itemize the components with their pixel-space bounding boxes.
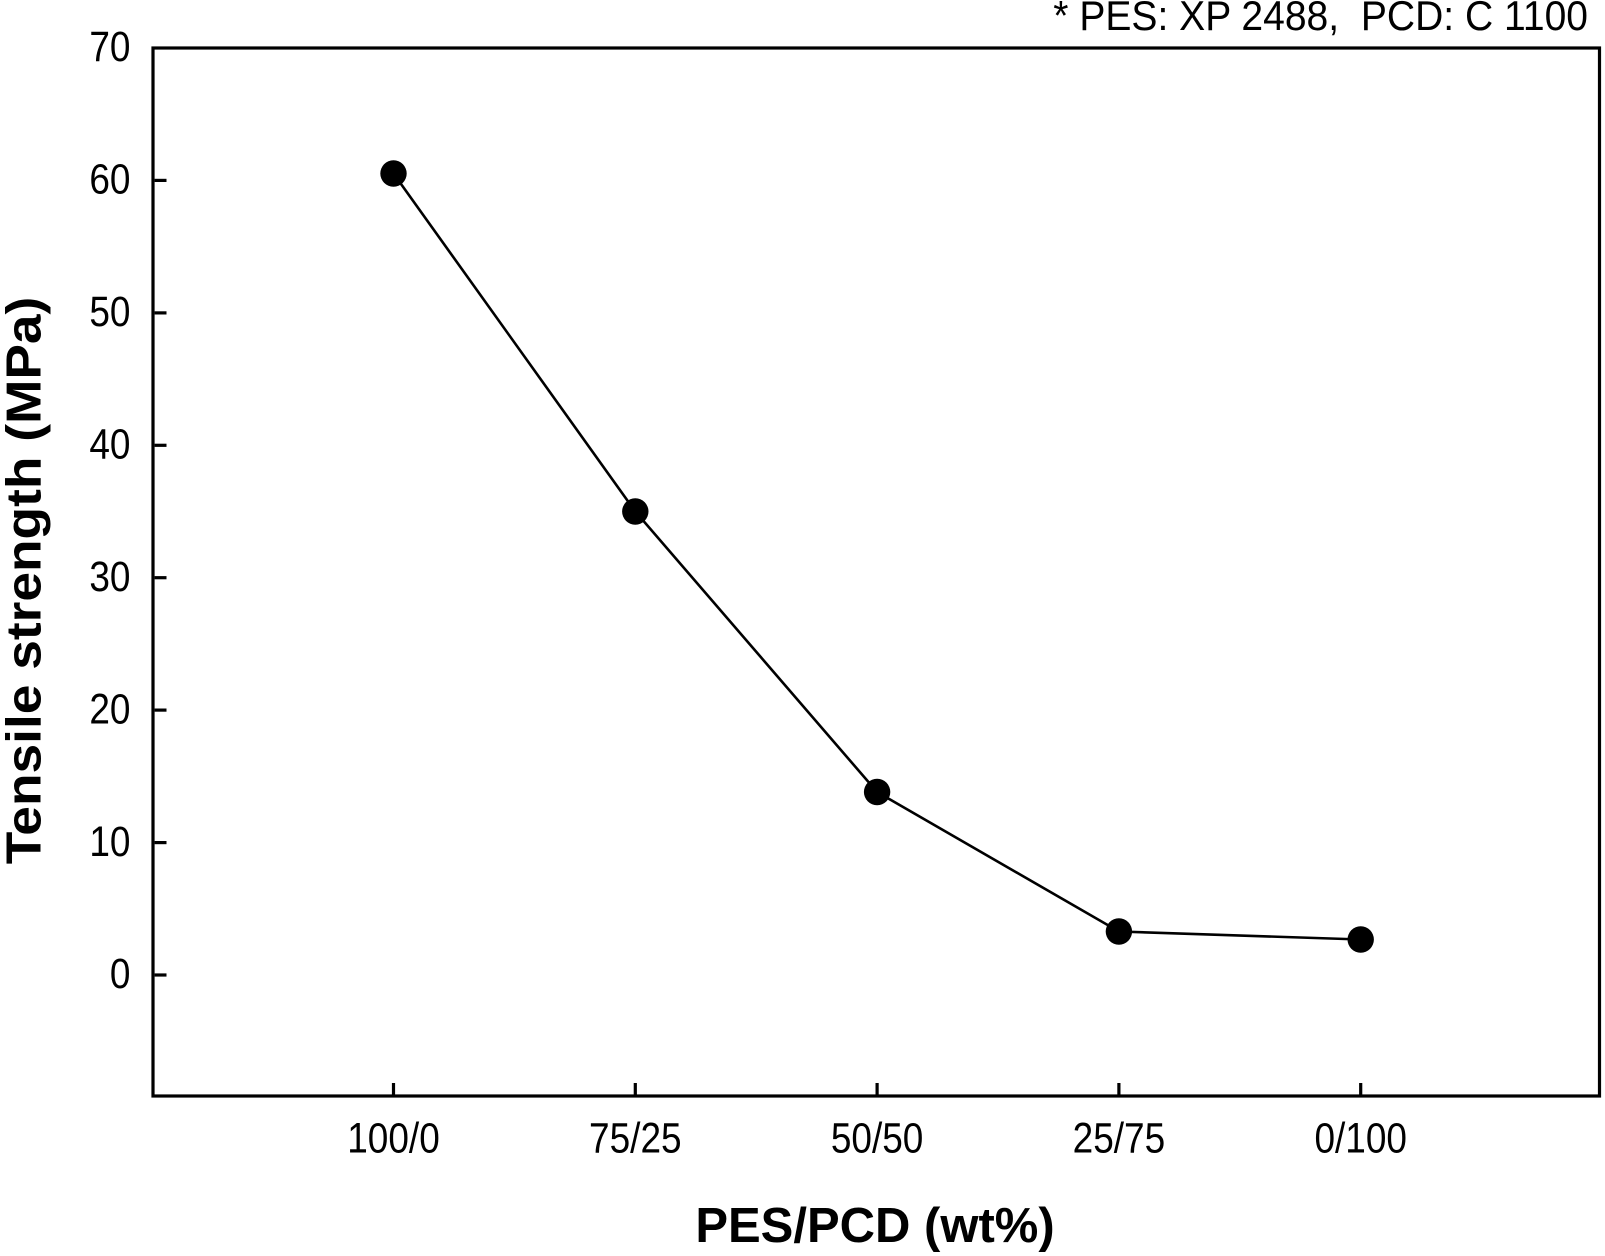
svg-text:Tensile strength (MPa): Tensile strength (MPa) bbox=[0, 297, 51, 865]
svg-text:75/25: 75/25 bbox=[589, 1115, 682, 1162]
svg-text:70: 70 bbox=[89, 24, 130, 71]
svg-text:25/75: 25/75 bbox=[1073, 1115, 1166, 1162]
svg-text:0: 0 bbox=[110, 951, 131, 998]
svg-text:20: 20 bbox=[89, 686, 130, 733]
svg-text:30: 30 bbox=[89, 554, 130, 601]
svg-text:* PES: XP 2488, PCD: C 1100: * PES: XP 2488, PCD: C 1100 bbox=[1053, 0, 1588, 39]
svg-text:40: 40 bbox=[89, 421, 130, 468]
svg-text:60: 60 bbox=[89, 156, 130, 203]
svg-text:10: 10 bbox=[89, 818, 130, 865]
svg-text:50: 50 bbox=[89, 289, 130, 336]
svg-text:0/100: 0/100 bbox=[1314, 1115, 1407, 1162]
svg-text:100/0: 100/0 bbox=[347, 1115, 440, 1162]
svg-text:PES/PCD (wt%): PES/PCD (wt%) bbox=[695, 1199, 1054, 1253]
svg-text:50/50: 50/50 bbox=[831, 1115, 924, 1162]
